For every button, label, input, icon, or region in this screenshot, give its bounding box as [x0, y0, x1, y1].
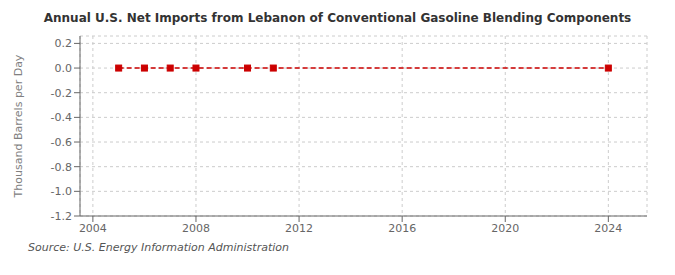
svg-text:0.2: 0.2 — [55, 37, 73, 50]
svg-text:-1.2: -1.2 — [51, 210, 72, 223]
svg-text:-0.4: -0.4 — [51, 111, 72, 124]
svg-text:2024: 2024 — [594, 222, 622, 235]
svg-text:-1.0: -1.0 — [51, 185, 72, 198]
svg-text:-0.2: -0.2 — [51, 87, 72, 100]
svg-text:2016: 2016 — [388, 222, 416, 235]
svg-text:0.0: 0.0 — [55, 62, 73, 75]
svg-text:2020: 2020 — [491, 222, 519, 235]
svg-text:-0.8: -0.8 — [51, 161, 72, 174]
svg-text:Thousand Barrels per Day: Thousand Barrels per Day — [12, 54, 25, 198]
svg-text:2004: 2004 — [79, 222, 107, 235]
html-text:Annual U.S. Net Imports from L: Annual U.S. Net Imports from Lebanon of … — [43, 11, 632, 25]
svg-text:2012: 2012 — [285, 222, 313, 235]
svg-text:2008: 2008 — [182, 222, 210, 235]
html-text:Source: U.S. Energy Informatio: Source: U.S. Energy Information Administ… — [28, 241, 289, 254]
svg-text:-0.6: -0.6 — [51, 136, 72, 149]
